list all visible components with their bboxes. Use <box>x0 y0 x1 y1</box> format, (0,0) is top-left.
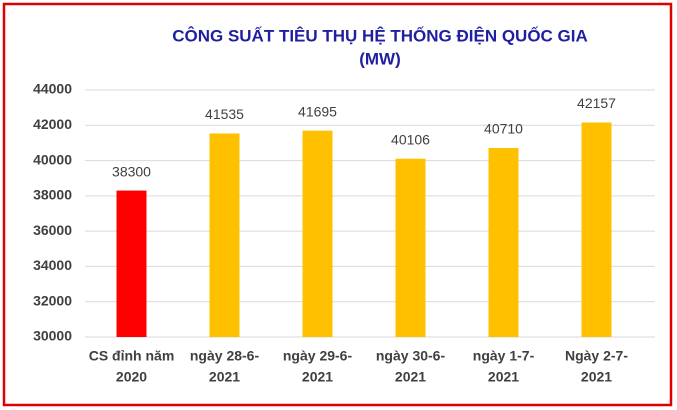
x-tick-label: 2020 <box>116 369 147 385</box>
x-tick-label: ngày 29-6- <box>283 348 353 364</box>
x-tick-label: Ngày 2-7- <box>565 348 628 364</box>
value-label: 42157 <box>577 95 616 111</box>
y-tick-label: 40000 <box>33 151 72 167</box>
x-tick-label: 2021 <box>209 369 240 385</box>
x-tick-label: ngày 1-7- <box>473 348 535 364</box>
chart-title: CÔNG SUẤT TIÊU THỤ HỆ THỐNG ĐIỆN QUỐC GI… <box>172 25 588 45</box>
bar <box>302 130 333 337</box>
y-tick-label: 44000 <box>33 81 72 97</box>
value-label: 40106 <box>391 131 430 147</box>
x-tick-label: 2021 <box>395 369 426 385</box>
bar <box>116 190 147 337</box>
chart-border <box>2 2 673 407</box>
x-tick-label: ngày 30-6- <box>376 348 446 364</box>
x-tick-label: CS đỉnh năm <box>89 348 175 364</box>
chart-title: (MW) <box>359 49 401 68</box>
value-label: 41535 <box>205 106 244 122</box>
x-tick-label: 2021 <box>581 369 612 385</box>
y-tick-label: 30000 <box>33 328 72 344</box>
bar <box>209 133 240 337</box>
y-tick-label: 42000 <box>33 116 72 132</box>
bar <box>488 148 519 337</box>
y-tick-label: 36000 <box>33 222 72 238</box>
x-tick-label: 2021 <box>488 369 519 385</box>
value-label: 38300 <box>112 163 151 179</box>
bar <box>581 122 612 338</box>
x-tick-label: ngày 28-6- <box>190 348 260 364</box>
x-tick-label: 2021 <box>302 369 333 385</box>
y-tick-label: 32000 <box>33 292 72 308</box>
value-label: 41695 <box>298 103 337 119</box>
y-tick-label: 34000 <box>33 257 72 273</box>
bar <box>395 158 426 337</box>
value-label: 40710 <box>484 121 523 137</box>
y-tick-label: 38000 <box>33 187 72 203</box>
